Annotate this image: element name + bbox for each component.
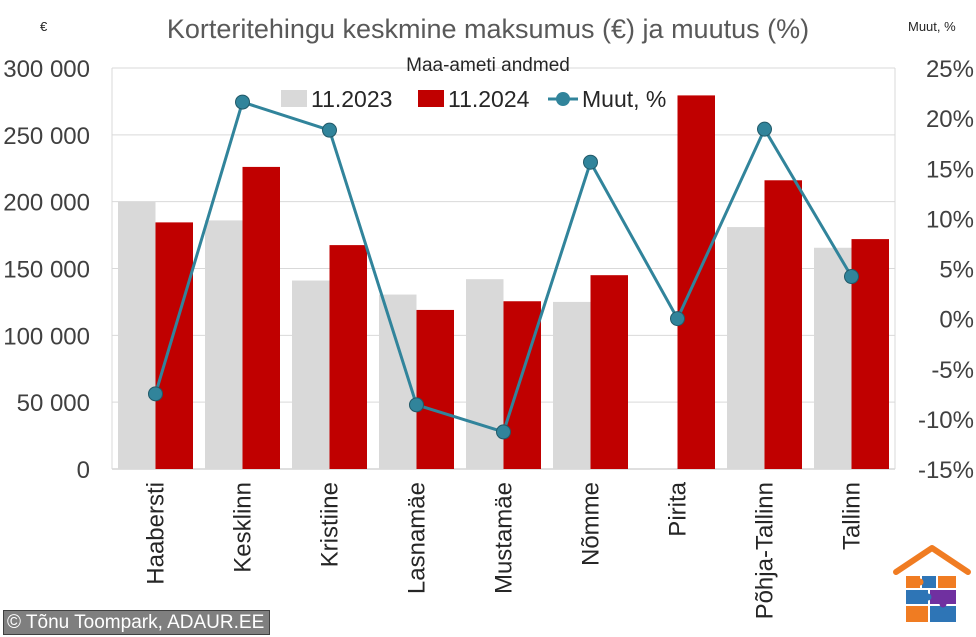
left-tick-label: 150 000 (3, 257, 90, 284)
right-tick-label: 10% (926, 206, 974, 233)
category-label: Kesklinn (230, 482, 257, 573)
legend-label: Muut, % (582, 86, 666, 112)
left-tick-label: 200 000 (3, 190, 90, 217)
chart-title: Korteritehingu keskmine maksumus (€) ja … (167, 14, 809, 44)
right-tick-label: 0% (939, 307, 974, 334)
bar-11.2023 (553, 301, 591, 469)
bar-11.2023 (379, 294, 417, 469)
category-label: Tallinn (839, 482, 866, 550)
category-label: Nõmme (578, 482, 605, 566)
legend-label: 11.2024 (448, 86, 530, 112)
change-point (235, 94, 250, 110)
category-label: Kristiine (317, 482, 344, 567)
change-point (322, 122, 337, 138)
legend-swatch (281, 90, 307, 107)
right-tick-label: 20% (926, 106, 974, 133)
right-tick-label: 5% (939, 257, 974, 284)
right-tick-label: -15% (918, 457, 974, 484)
change-point (583, 154, 598, 170)
legend-marker (556, 92, 570, 106)
bar-11.2023 (466, 279, 504, 469)
bar-11.2024 (764, 180, 802, 469)
change-point (148, 386, 163, 402)
legend-label: 11.2023 (311, 86, 392, 112)
change-point (496, 424, 511, 440)
left-tick-label: 50 000 (17, 390, 90, 417)
change-point (757, 121, 772, 137)
bar-11.2024 (590, 275, 628, 469)
credit-label: © Tõnu Toompark, ADAUR.EE (3, 610, 271, 635)
bar-11.2023 (292, 280, 330, 469)
left-tick-label: 250 000 (3, 123, 90, 150)
bar-11.2023 (118, 201, 156, 469)
category-label: Pirita (665, 481, 692, 536)
bar-11.2023 (205, 220, 243, 469)
bar-11.2024 (329, 245, 367, 469)
category-label: Lasnamäe (404, 482, 431, 594)
bar-11.2024 (155, 222, 193, 469)
left-tick-label: 0 (77, 457, 90, 484)
bar-11.2023 (727, 227, 765, 469)
bar-11.2024 (503, 301, 541, 469)
right-tick-label: -5% (931, 357, 974, 384)
left-tick-label: 100 000 (3, 323, 90, 350)
category-label: Põhja-Tallinn (752, 482, 779, 619)
bar-11.2023 (814, 247, 852, 469)
change-line (148, 94, 859, 440)
legend-swatch (418, 90, 444, 107)
right-axis-unit: Muut, % (908, 19, 956, 34)
left-axis-unit: € (40, 19, 48, 34)
change-point (670, 311, 685, 327)
legend: 11.2023 11.2024 Muut, % (281, 86, 666, 112)
right-tick-label: 25% (926, 56, 974, 83)
right-tick-label: -10% (918, 407, 974, 434)
change-point (844, 269, 859, 285)
left-tick-label: 300 000 (3, 56, 90, 83)
category-label: Mustamäe (491, 482, 518, 594)
right-axis-ticks: -15% -10% -5% 0% 5% 10% 15% 20% 25% (918, 56, 974, 484)
adaur-logo (893, 545, 971, 622)
bars (118, 95, 889, 469)
category-label: Haabersti (143, 482, 170, 585)
bar-11.2024 (416, 309, 454, 469)
bar-11.2024 (677, 95, 715, 469)
bar-11.2024 (242, 166, 280, 469)
chart-subtitle: Maa-ameti andmed (406, 55, 570, 76)
left-axis-ticks: 0 50 000 100 000 150 000 200 000 250 000 300 0… (3, 56, 90, 484)
change-point (409, 397, 424, 413)
right-tick-label: 15% (926, 156, 974, 183)
category-labels: Haabersti Kesklinn Kristiine Lasnamäe Mustam… (143, 481, 866, 619)
